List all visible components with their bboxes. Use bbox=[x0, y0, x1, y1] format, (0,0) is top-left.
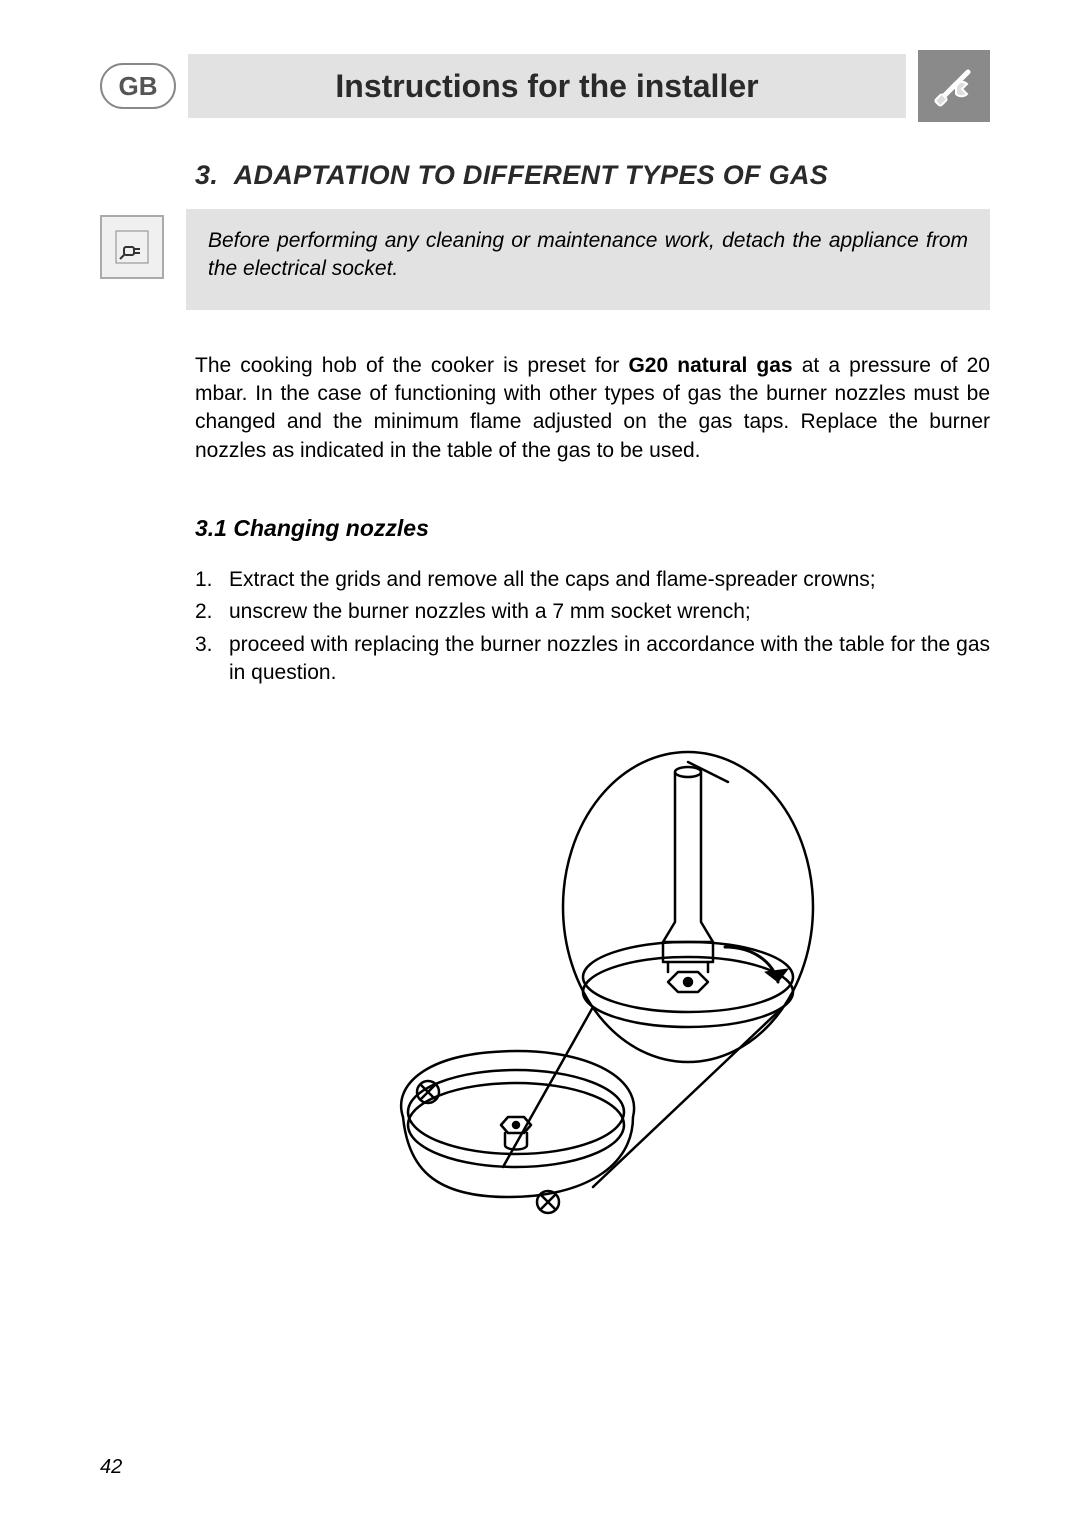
tools-icon bbox=[918, 50, 990, 122]
list-text: Extract the grids and remove all the cap… bbox=[229, 566, 990, 594]
unplug-icon bbox=[100, 215, 164, 279]
subsection-title: 3.1 Changing nozzles bbox=[195, 515, 990, 542]
subsection-heading: Changing nozzles bbox=[233, 515, 429, 541]
country-badge: GB bbox=[100, 63, 176, 109]
warning-text-box: Before performing any cleaning or mainte… bbox=[186, 209, 990, 310]
page-number: 42 bbox=[100, 1456, 122, 1479]
section-number: 3. bbox=[195, 160, 218, 190]
figure-container bbox=[195, 747, 990, 1247]
list-item: 3. proceed with replacing the burner noz… bbox=[195, 631, 990, 688]
list-item: 2. unscrew the burner nozzles with a 7 m… bbox=[195, 598, 990, 626]
intro-paragraph: The cooking hob of the cooker is preset … bbox=[195, 352, 990, 465]
steps-list: 1. Extract the grids and remove all the … bbox=[195, 566, 990, 687]
section-title: 3. ADAPTATION TO DIFFERENT TYPES OF GAS bbox=[195, 160, 990, 191]
list-text: unscrew the burner nozzles with a 7 mm s… bbox=[229, 598, 990, 626]
warning-block: Before performing any cleaning or mainte… bbox=[100, 209, 990, 310]
page-header: GB Instructions for the installer bbox=[100, 50, 990, 122]
country-code-label: GB bbox=[119, 71, 158, 102]
header-title-bar: Instructions for the installer bbox=[188, 54, 906, 118]
list-number: 3. bbox=[195, 631, 229, 659]
nozzle-wrench-diagram bbox=[333, 747, 853, 1247]
list-text: proceed with replacing the burner nozzle… bbox=[229, 631, 990, 688]
list-number: 1. bbox=[195, 566, 229, 594]
subsection-number: 3.1 bbox=[195, 515, 227, 541]
section-heading: ADAPTATION TO DIFFERENT TYPES OF GAS bbox=[234, 160, 828, 190]
intro-bold: G20 natural gas bbox=[628, 354, 792, 377]
list-number: 2. bbox=[195, 598, 229, 626]
intro-pre: The cooking hob of the cooker is preset … bbox=[195, 354, 628, 377]
list-item: 1. Extract the grids and remove all the … bbox=[195, 566, 990, 594]
header-title: Instructions for the installer bbox=[335, 68, 758, 105]
warning-text: Before performing any cleaning or mainte… bbox=[208, 229, 968, 280]
